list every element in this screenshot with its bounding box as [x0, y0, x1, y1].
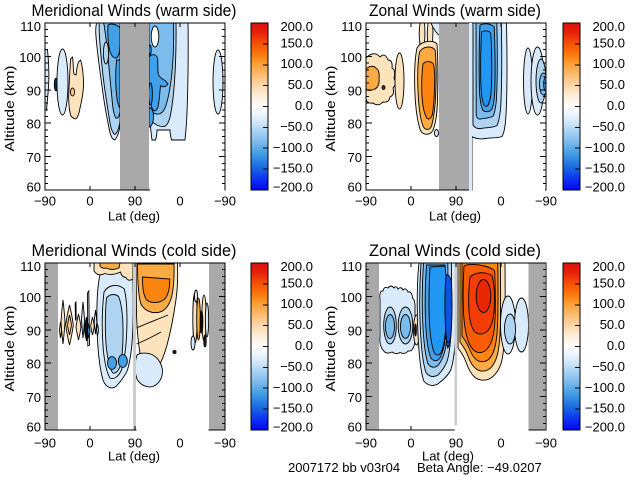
svg-text:90: 90: [348, 83, 362, 98]
svg-text:150.0: 150.0: [280, 275, 313, 290]
svg-text:0.0: 0.0: [295, 338, 313, 353]
svg-text:Lat (deg): Lat (deg): [108, 449, 160, 464]
svg-text:−150.0: −150.0: [585, 161, 625, 176]
svg-text:100.0: 100.0: [280, 56, 313, 71]
svg-text:100: 100: [340, 290, 362, 305]
svg-text:Lat (deg): Lat (deg): [429, 209, 481, 224]
svg-text:−150.0: −150.0: [585, 401, 625, 416]
svg-text:−150.0: −150.0: [273, 401, 313, 416]
svg-text:−90: −90: [535, 194, 557, 209]
svg-text:−100.0: −100.0: [273, 140, 313, 155]
svg-text:80: 80: [348, 117, 362, 132]
svg-text:90: 90: [449, 436, 463, 451]
svg-text:0.0: 0.0: [295, 98, 313, 113]
svg-text:−50.0: −50.0: [592, 119, 625, 134]
svg-text:150.0: 150.0: [280, 35, 313, 50]
svg-text:−200.0: −200.0: [273, 180, 313, 195]
svg-text:Zonal Winds (cold side): Zonal Winds (cold side): [369, 242, 541, 260]
svg-text:Lat (deg): Lat (deg): [108, 209, 160, 224]
svg-text:150.0: 150.0: [592, 35, 625, 50]
svg-text:Altitude (km): Altitude (km): [2, 66, 17, 152]
svg-text:50.0: 50.0: [288, 317, 313, 332]
svg-text:0.0: 0.0: [607, 338, 625, 353]
svg-text:50.0: 50.0: [288, 77, 313, 92]
svg-text:Meridional Winds (warm side): Meridional Winds (warm side): [32, 2, 237, 20]
svg-text:50.0: 50.0: [600, 317, 625, 332]
svg-text:0: 0: [86, 194, 93, 209]
svg-text:90: 90: [128, 436, 142, 451]
svg-text:−50.0: −50.0: [592, 359, 625, 374]
svg-text:Altitude (km): Altitude (km): [323, 306, 338, 392]
svg-text:Lat (deg): Lat (deg): [422, 449, 474, 464]
svg-text:Altitude (km): Altitude (km): [323, 66, 338, 152]
svg-text:60: 60: [348, 180, 362, 195]
svg-text:0: 0: [497, 436, 504, 451]
svg-text:−150.0: −150.0: [273, 161, 313, 176]
svg-text:Zonal Winds (warm side): Zonal Winds (warm side): [369, 2, 541, 20]
svg-text:110: 110: [341, 19, 362, 34]
svg-text:2007172 bb v03r04: 2007172 bb v03r04: [288, 460, 400, 475]
svg-text:0: 0: [86, 436, 93, 451]
svg-text:Beta Angle: −49.0207: Beta Angle: −49.0207: [417, 460, 542, 475]
svg-text:−100.0: −100.0: [585, 380, 625, 395]
svg-text:−90: −90: [355, 436, 377, 451]
svg-text:Altitude (km): Altitude (km): [2, 306, 17, 392]
svg-text:0: 0: [407, 194, 414, 209]
svg-text:100.0: 100.0: [280, 296, 313, 311]
svg-text:90: 90: [27, 83, 41, 98]
svg-text:60: 60: [27, 180, 41, 195]
svg-text:80: 80: [348, 357, 362, 372]
svg-text:Meridional Winds (cold side): Meridional Winds (cold side): [32, 242, 237, 260]
svg-text:100: 100: [19, 290, 41, 305]
svg-text:100: 100: [19, 50, 41, 65]
svg-text:110: 110: [20, 19, 41, 34]
svg-text:−90: −90: [355, 194, 377, 209]
svg-text:−200.0: −200.0: [585, 180, 625, 195]
svg-text:−100.0: −100.0: [585, 140, 625, 155]
svg-text:−90: −90: [535, 436, 557, 451]
svg-text:0: 0: [176, 436, 183, 451]
svg-text:50.0: 50.0: [600, 77, 625, 92]
svg-text:200.0: 200.0: [592, 259, 625, 274]
svg-text:90: 90: [449, 194, 463, 209]
svg-text:100.0: 100.0: [592, 56, 625, 71]
svg-text:0.0: 0.0: [607, 98, 625, 113]
svg-text:90: 90: [27, 323, 41, 338]
svg-text:80: 80: [27, 117, 41, 132]
svg-text:70: 70: [27, 150, 41, 165]
svg-text:200.0: 200.0: [280, 19, 313, 34]
svg-text:−90: −90: [34, 194, 56, 209]
svg-text:200.0: 200.0: [592, 19, 625, 34]
svg-text:70: 70: [348, 150, 362, 165]
svg-text:0: 0: [176, 194, 183, 209]
svg-text:−90: −90: [214, 194, 236, 209]
svg-text:110: 110: [341, 259, 362, 274]
svg-text:−200.0: −200.0: [585, 420, 625, 435]
svg-text:90: 90: [348, 323, 362, 338]
svg-text:−50.0: −50.0: [280, 119, 313, 134]
svg-text:0: 0: [407, 436, 414, 451]
svg-text:150.0: 150.0: [592, 275, 625, 290]
svg-text:−90: −90: [34, 436, 56, 451]
svg-text:80: 80: [27, 357, 41, 372]
svg-text:60: 60: [27, 420, 41, 435]
svg-text:−200.0: −200.0: [273, 420, 313, 435]
svg-text:100.0: 100.0: [592, 296, 625, 311]
svg-text:100: 100: [340, 50, 362, 65]
svg-text:60: 60: [348, 420, 362, 435]
svg-text:−100.0: −100.0: [273, 380, 313, 395]
svg-text:−90: −90: [214, 436, 236, 451]
svg-text:110: 110: [20, 259, 41, 274]
svg-text:90: 90: [128, 194, 142, 209]
svg-text:70: 70: [348, 390, 362, 405]
svg-text:0: 0: [497, 194, 504, 209]
svg-text:70: 70: [27, 390, 41, 405]
svg-text:−50.0: −50.0: [280, 359, 313, 374]
svg-text:200.0: 200.0: [280, 259, 313, 274]
